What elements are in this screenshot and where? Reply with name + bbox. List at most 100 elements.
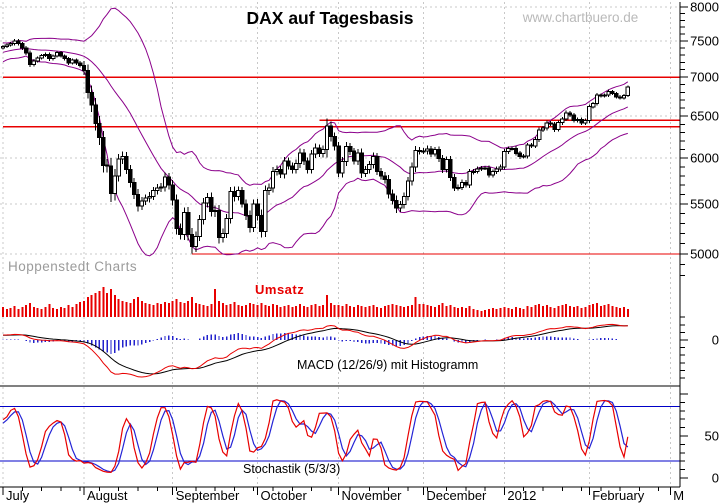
candle-body xyxy=(544,122,549,129)
volume-bar xyxy=(260,303,263,317)
month-label: M xyxy=(673,488,684,503)
volume-bar xyxy=(121,301,124,317)
volume-bar xyxy=(372,305,375,317)
volume-bar xyxy=(17,309,20,317)
volume-bar xyxy=(191,297,193,317)
volume-bar xyxy=(430,306,433,317)
page-title: DAX auf Tagesbasis xyxy=(246,8,414,28)
candle-body xyxy=(301,152,307,162)
volume-bar xyxy=(376,307,379,317)
volume-bar xyxy=(302,306,305,317)
volume-bar xyxy=(588,305,591,317)
volume-bar xyxy=(295,306,298,317)
volume-layer xyxy=(2,287,629,317)
candle-body xyxy=(471,170,476,173)
volume-bar xyxy=(383,306,386,317)
candle-body xyxy=(66,58,71,64)
stochastik-layer xyxy=(0,385,680,474)
volume-bar xyxy=(437,305,440,317)
volume-panel-label: Umsatz xyxy=(255,282,305,297)
candle-body xyxy=(625,86,630,97)
month-label: October xyxy=(261,488,308,503)
macd-signal-line xyxy=(2,325,628,375)
candle-body xyxy=(309,153,314,171)
candle-body xyxy=(54,52,60,57)
volume-bar xyxy=(221,303,224,317)
stoch-tick-label: 0 xyxy=(712,471,719,486)
candle-body xyxy=(486,167,492,176)
volume-bar xyxy=(491,308,494,317)
volume-bar xyxy=(287,305,290,317)
volume-bar xyxy=(480,311,483,317)
candle-body xyxy=(320,149,326,154)
month-label: December xyxy=(426,488,487,503)
volume-bar xyxy=(214,289,217,317)
candle-body xyxy=(50,55,56,60)
candle-body xyxy=(70,59,75,64)
candle-body xyxy=(475,168,480,172)
candle-body xyxy=(151,190,156,197)
candle-body xyxy=(124,155,129,171)
candle-body xyxy=(228,191,233,219)
candle-body xyxy=(297,152,303,164)
volume-bar xyxy=(603,305,606,317)
candle-body xyxy=(382,175,388,181)
candle-body xyxy=(401,195,407,206)
volume-bar xyxy=(171,301,174,317)
candle-body xyxy=(266,187,272,192)
volume-bar xyxy=(133,299,136,317)
candle-body xyxy=(27,52,33,66)
candle-body xyxy=(598,94,603,97)
candle-body xyxy=(128,169,133,183)
volume-bar xyxy=(125,302,128,317)
candle-body xyxy=(58,52,64,57)
candle-body xyxy=(104,164,110,167)
candle-body xyxy=(452,176,457,189)
candle-body xyxy=(459,181,465,188)
candle-body xyxy=(239,190,245,205)
candle-body xyxy=(536,129,542,140)
volume-bar xyxy=(549,307,552,317)
candle-body xyxy=(371,155,376,165)
candle-body xyxy=(85,70,91,93)
volume-bar xyxy=(314,304,317,317)
candle-body xyxy=(440,158,445,170)
volume-bar xyxy=(511,309,514,317)
candle-body xyxy=(498,166,503,170)
volume-bar xyxy=(306,307,309,317)
volume-bar xyxy=(387,305,390,317)
candle-body xyxy=(463,181,469,186)
candle-body xyxy=(47,53,52,60)
candle-body xyxy=(347,146,353,152)
volume-bar xyxy=(368,306,371,317)
candle-body xyxy=(74,59,79,64)
volume-bar xyxy=(360,306,363,317)
volume-bar xyxy=(464,308,467,317)
bollinger-lower-line xyxy=(2,55,628,257)
volume-bar xyxy=(21,307,24,317)
candle-body xyxy=(232,191,237,197)
grid-layer xyxy=(0,2,680,487)
candle-body xyxy=(479,167,484,170)
volume-bar xyxy=(623,307,625,317)
candle-body xyxy=(332,136,337,147)
candle-body xyxy=(12,40,17,44)
candle-body xyxy=(413,150,418,168)
bollinger-middle-line xyxy=(2,48,629,218)
candle-body xyxy=(398,204,403,209)
volume-bar xyxy=(299,304,301,317)
volume-bar xyxy=(90,295,93,317)
volume-bar xyxy=(418,304,421,317)
candle-body xyxy=(509,148,515,150)
candle-body xyxy=(23,47,29,54)
volume-bar xyxy=(445,306,448,317)
candle-body xyxy=(428,148,434,155)
volume-bar xyxy=(619,308,622,317)
volume-bar xyxy=(626,309,629,317)
volume-bar xyxy=(187,301,190,317)
bollinger-upper-line xyxy=(2,7,629,186)
candle-body xyxy=(506,148,511,153)
volume-bar xyxy=(349,306,352,317)
volume-bar xyxy=(310,305,313,317)
